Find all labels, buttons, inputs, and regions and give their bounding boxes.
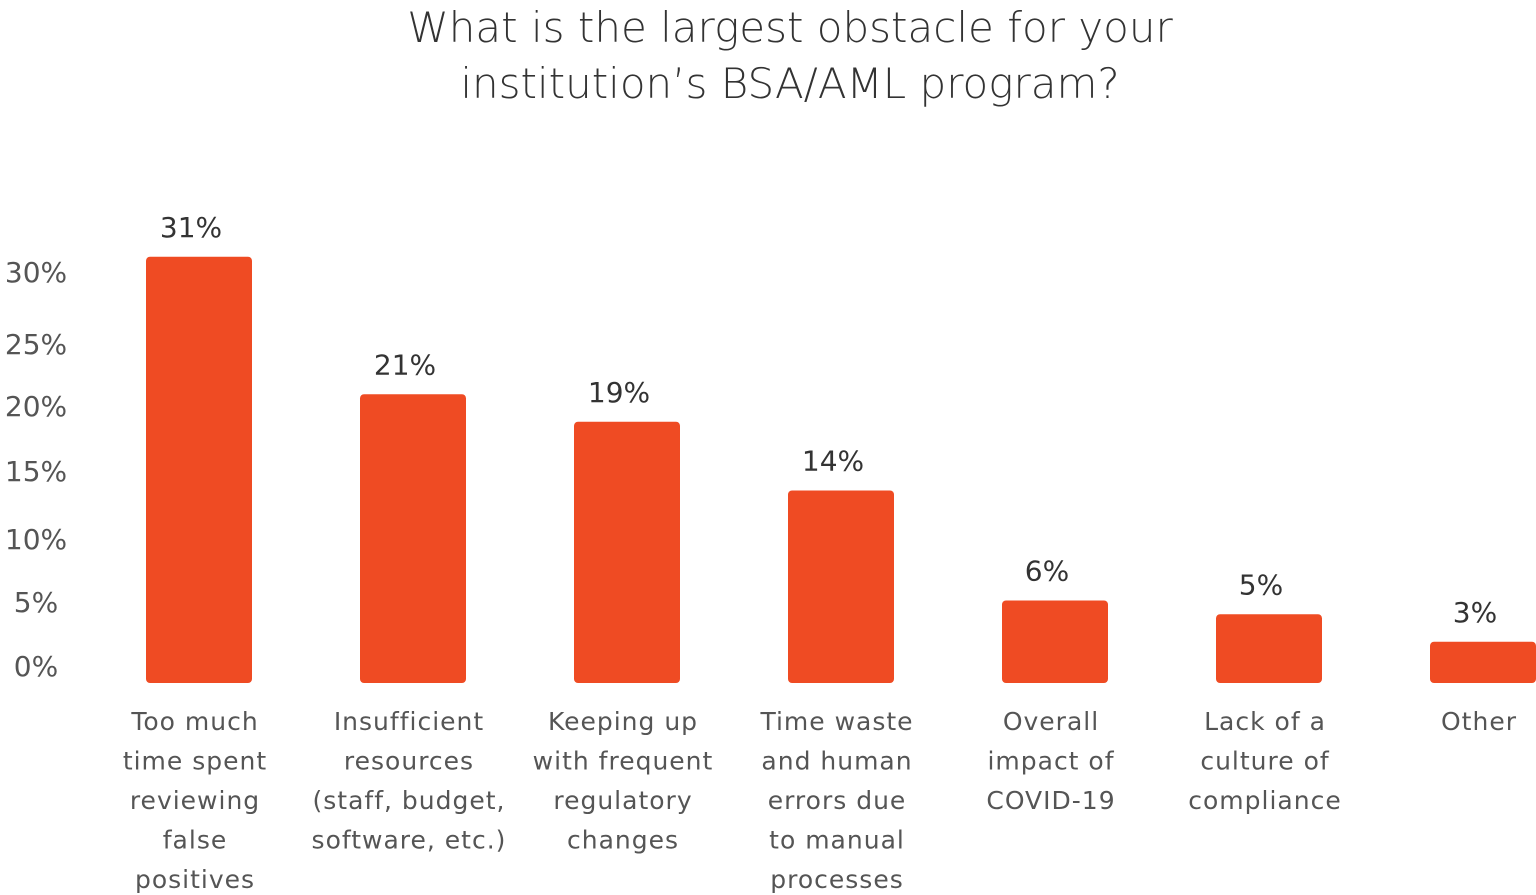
x-tick-label-line: errors due — [768, 786, 907, 815]
x-tick-label-line: regulatory — [553, 786, 692, 815]
bar — [1216, 614, 1322, 683]
x-tick-label-line: reviewing — [130, 786, 260, 815]
data-label: 14% — [802, 445, 864, 478]
y-tick-label: 15% — [5, 455, 67, 488]
x-tick-label-line: resources — [344, 747, 474, 776]
x-tick-label: Time waste and human errors due to manual pr… — [759, 707, 913, 894]
y-tick-label: 0% — [14, 650, 58, 683]
data-label: 3% — [1453, 596, 1497, 629]
x-tick-label-line: Insufficient — [334, 707, 484, 736]
x-tick-label-line: Too much — [130, 707, 258, 736]
x-tick-label: Too much time spent reviewing false positive… — [123, 707, 267, 894]
chart-title-line-1: What is the largest obstacle for your — [407, 3, 1173, 52]
x-tick-label-line: Other — [1441, 707, 1517, 736]
x-tick-label-line: false — [163, 826, 227, 855]
bar — [788, 490, 894, 683]
y-tick-label: 20% — [5, 390, 67, 423]
x-tick-label-line: and human — [761, 747, 912, 776]
y-tick-label: 5% — [14, 586, 58, 619]
y-tick-label: 10% — [5, 523, 67, 556]
data-labels: 31% 21% 19% 14% 6% 5% 3% — [160, 211, 1497, 629]
data-label: 5% — [1239, 568, 1283, 601]
data-label: 21% — [374, 348, 436, 381]
bar — [574, 421, 680, 683]
bar — [360, 394, 466, 683]
x-tick-label-line: with frequent — [533, 747, 714, 776]
x-tick-label-line: software, etc.) — [312, 826, 507, 855]
x-tick-label-line: processes — [770, 865, 903, 894]
x-tick-label-line: Time waste — [759, 707, 913, 736]
x-tick-label-line: (staff, budget, — [313, 786, 506, 815]
x-tick-label-line: Lack of a — [1204, 707, 1326, 736]
bar — [146, 256, 252, 683]
y-tick-label: 25% — [5, 328, 67, 361]
bar — [1002, 600, 1108, 683]
chart-title: What is the largest obstacle for your in… — [0, 0, 1536, 112]
x-tick-label-line: Keeping up — [548, 707, 698, 736]
y-axis: 0% 5% 10% 15% 20% 25% 30% — [5, 256, 67, 683]
x-tick-label-line: positives — [135, 865, 255, 894]
bars — [146, 256, 1536, 683]
x-tick-label-line: to manual — [769, 826, 905, 855]
x-axis-labels: Too much time spent reviewing false positive… — [123, 707, 1517, 894]
y-tick-label: 30% — [5, 256, 67, 289]
x-tick-label: Overall impact of COVID-19 — [986, 707, 1115, 815]
chart-title-line-2: institution’s BSA/AML program? — [460, 59, 1120, 108]
data-label: 19% — [588, 376, 650, 409]
x-tick-label: Keeping up with frequent regulatory changes — [533, 707, 714, 855]
data-label: 6% — [1025, 555, 1069, 588]
bar — [1430, 641, 1536, 683]
x-tick-label-line: changes — [567, 826, 679, 855]
x-tick-label-line: compliance — [1188, 786, 1341, 815]
x-tick-label: Other — [1441, 707, 1517, 736]
x-tick-label-line: impact of — [987, 747, 1114, 776]
x-tick-label-line: Overall — [1003, 707, 1099, 736]
x-tick-label-line: time spent — [123, 747, 267, 776]
x-tick-label: Insufficient resources (staff, budget, soft… — [312, 707, 507, 855]
x-tick-label-line: COVID-19 — [986, 786, 1115, 815]
data-label: 31% — [160, 211, 222, 244]
x-tick-label-line: culture of — [1200, 747, 1330, 776]
x-tick-label: Lack of a culture of compliance — [1188, 707, 1341, 815]
